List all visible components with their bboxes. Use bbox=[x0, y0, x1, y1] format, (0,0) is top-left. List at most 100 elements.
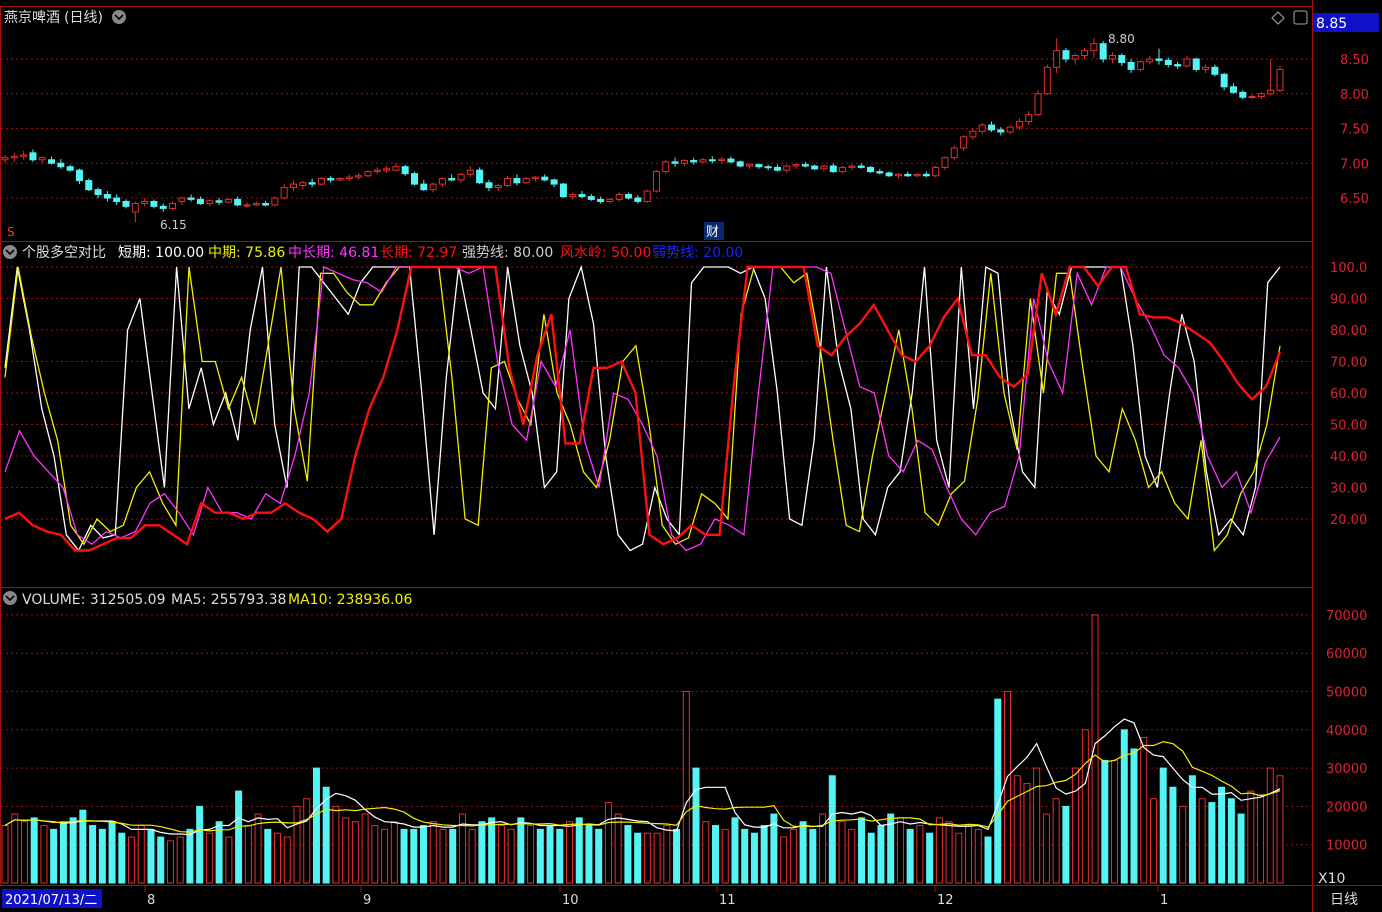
candle-body bbox=[746, 164, 754, 167]
candle-body bbox=[690, 159, 698, 163]
volume-unit: X10 bbox=[1318, 871, 1345, 887]
candle-body bbox=[1239, 91, 1247, 98]
volume-bar bbox=[595, 828, 603, 884]
volume-bar bbox=[20, 821, 28, 884]
y-axis-ticks: 8.50 8.00 7.50 7.00 6.50 100.0 90.00 80.00 70.00… bbox=[1326, 53, 1369, 854]
candle-body bbox=[1220, 73, 1228, 88]
volume-bar bbox=[458, 813, 466, 884]
dropdown-icon[interactable] bbox=[112, 10, 126, 24]
month-ticks: 8 9 10 11 12 1 bbox=[144, 886, 1168, 908]
volume-bar bbox=[1130, 748, 1138, 884]
candle-body bbox=[1183, 58, 1191, 67]
window-toggle-icon[interactable] bbox=[1293, 10, 1308, 25]
candle-body bbox=[894, 173, 902, 177]
volume-bar bbox=[186, 828, 194, 884]
volume-bar bbox=[244, 825, 252, 884]
diamond-icon[interactable] bbox=[1271, 11, 1285, 25]
candle-body bbox=[178, 197, 186, 202]
candle-body bbox=[401, 166, 409, 175]
indicator-tick-label: 40.00 bbox=[1330, 450, 1367, 465]
candle-body bbox=[429, 183, 437, 191]
candle-body bbox=[196, 198, 204, 205]
volume-tick-label: 70000 bbox=[1326, 609, 1367, 624]
candle-body bbox=[448, 178, 456, 181]
indicator-dropdown-icon[interactable] bbox=[3, 245, 17, 259]
candle-body bbox=[57, 162, 65, 168]
volume-bar bbox=[507, 828, 515, 884]
volume-bar bbox=[137, 825, 145, 884]
volume-bar bbox=[877, 825, 885, 884]
cai-marker[interactable]: 财 bbox=[706, 225, 719, 240]
volume-bar bbox=[342, 817, 350, 884]
candle-body bbox=[643, 190, 651, 202]
volume-bar bbox=[1003, 691, 1011, 884]
volume-bar bbox=[108, 821, 116, 884]
candle-body bbox=[345, 176, 353, 180]
candle-body bbox=[755, 164, 763, 168]
month-tick-label: 11 bbox=[719, 893, 736, 908]
low-annotation: 6.15 bbox=[160, 218, 187, 232]
candle-body bbox=[1, 157, 9, 161]
volume-ma5-line bbox=[4, 718, 1281, 836]
volume-bar bbox=[1101, 759, 1109, 884]
volume-bar bbox=[867, 832, 875, 884]
candle-body bbox=[1229, 86, 1237, 93]
volume-tick-label: 30000 bbox=[1326, 762, 1367, 777]
volume-tick-label: 10000 bbox=[1326, 839, 1367, 854]
stock-name[interactable]: 燕京啤酒 bbox=[4, 10, 60, 26]
volume-ma10: MA10: 238936.06 bbox=[288, 592, 412, 608]
last-price-box bbox=[1313, 13, 1379, 32]
volume-bar bbox=[760, 825, 768, 884]
candle-body bbox=[839, 166, 847, 173]
candle-body bbox=[587, 196, 595, 200]
indicator-legend: 短期: 100.00 中期: 75.86 中长期: 46.81 长期: 72.97 强势… bbox=[118, 245, 743, 261]
candle-body bbox=[1108, 55, 1116, 60]
volume-tick-label: 60000 bbox=[1326, 647, 1367, 662]
volume-bar bbox=[1033, 767, 1041, 884]
candle-body bbox=[718, 158, 726, 161]
candle-body bbox=[1043, 66, 1051, 95]
volume-bar bbox=[1266, 767, 1274, 884]
month-tick-label: 12 bbox=[937, 893, 954, 908]
candle-body bbox=[1211, 66, 1219, 75]
candle-body bbox=[38, 157, 46, 161]
volume-bar bbox=[225, 836, 233, 884]
candle-body bbox=[773, 166, 781, 171]
candle-body bbox=[494, 184, 502, 189]
volume-bar bbox=[517, 817, 525, 884]
candle-body bbox=[1015, 121, 1023, 128]
volume-ma5: MA5: 255793.38 bbox=[171, 592, 286, 608]
volume-bar bbox=[254, 813, 262, 884]
indicator-tick-label: 70.00 bbox=[1330, 356, 1367, 371]
volume-bar bbox=[332, 805, 340, 884]
volume-bar bbox=[1276, 775, 1284, 884]
indicator-tick-label: 100.0 bbox=[1330, 261, 1367, 276]
candle-body bbox=[66, 166, 74, 171]
candle-body bbox=[662, 161, 670, 173]
period-tab[interactable]: 日线 bbox=[1330, 892, 1358, 908]
volume-bar bbox=[166, 840, 174, 884]
volume-bar bbox=[546, 825, 554, 884]
indicator-tick-label: 50.00 bbox=[1330, 419, 1367, 434]
candle-body bbox=[950, 147, 958, 159]
volume-bar bbox=[420, 825, 428, 884]
candle-body bbox=[1267, 89, 1275, 95]
volume-value: VOLUME: 312505.09 bbox=[22, 592, 166, 608]
start-date: 2021/07/13/二 bbox=[5, 893, 97, 908]
volume-bar bbox=[205, 832, 213, 884]
volume-dropdown-icon[interactable] bbox=[3, 591, 17, 605]
month-tick-label: 9 bbox=[363, 893, 371, 908]
volume-bar bbox=[293, 805, 301, 884]
volume-bar bbox=[79, 809, 87, 884]
series-line-3 bbox=[4, 266, 1281, 552]
volume-bar bbox=[478, 821, 486, 884]
candle-body bbox=[550, 179, 558, 185]
candle-body bbox=[1248, 96, 1256, 99]
candle-body bbox=[1174, 64, 1182, 67]
candle-body bbox=[113, 197, 121, 202]
volume-bar bbox=[1188, 775, 1196, 884]
candle-body bbox=[727, 158, 735, 163]
legend-item: 中长期: 46.81 bbox=[288, 245, 379, 261]
